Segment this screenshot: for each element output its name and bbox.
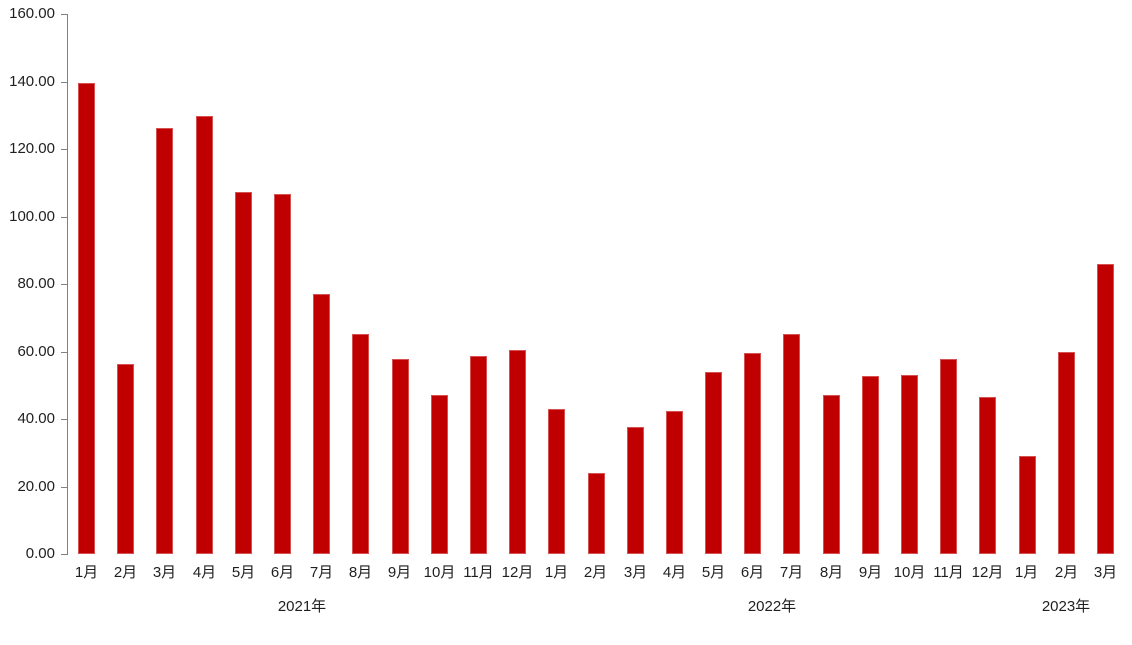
- y-axis-tick: [61, 554, 67, 555]
- bar: [940, 359, 957, 554]
- x-axis-year-label: 2023年: [1041, 598, 1091, 615]
- bar: [313, 294, 330, 554]
- bar: [196, 116, 213, 554]
- x-axis-month-label: 6月: [270, 564, 295, 581]
- y-axis-tick: [61, 419, 67, 420]
- bar: [470, 356, 487, 554]
- bar: [1058, 352, 1075, 554]
- y-axis-tick: [61, 82, 67, 83]
- y-axis-tick: [61, 487, 67, 488]
- y-axis-tick-label: 140.00: [9, 73, 55, 90]
- x-axis-month-label: 11月: [463, 564, 494, 581]
- bar: [627, 427, 644, 554]
- x-axis-month-label: 4月: [192, 564, 217, 581]
- x-axis-month-label: 2月: [1054, 564, 1079, 581]
- x-axis-month-label: 5月: [231, 564, 256, 581]
- bar: [705, 372, 722, 554]
- bar: [509, 350, 526, 554]
- bar: [392, 359, 409, 554]
- x-axis-year-label: 2021年: [277, 598, 327, 615]
- bar: [1097, 264, 1114, 554]
- bar: [588, 473, 605, 554]
- bar: [117, 364, 134, 554]
- x-axis-month-label: 3月: [152, 564, 177, 581]
- y-axis-tick: [61, 14, 67, 15]
- x-axis-month-label: 12月: [501, 564, 534, 581]
- bar: [1019, 456, 1036, 554]
- x-axis-month-label: 2月: [113, 564, 138, 581]
- y-axis-tick: [61, 149, 67, 150]
- x-axis-month-label: 9月: [858, 564, 883, 581]
- x-axis-month-label: 7月: [779, 564, 804, 581]
- bar: [783, 334, 800, 554]
- bar: [352, 334, 369, 554]
- x-axis-month-label: 1月: [1014, 564, 1039, 581]
- x-axis-month-label: 2月: [583, 564, 608, 581]
- bar: [901, 375, 918, 554]
- y-axis-tick-label: 60.00: [17, 343, 55, 360]
- x-axis-month-label: 11月: [933, 564, 964, 581]
- bar: [78, 83, 95, 554]
- x-axis-month-label: 4月: [662, 564, 687, 581]
- y-axis-tick: [61, 284, 67, 285]
- x-axis-month-label: 8月: [819, 564, 844, 581]
- y-axis-tick-label: 20.00: [17, 478, 55, 495]
- x-axis-month-label: 8月: [348, 564, 373, 581]
- x-axis-month-label: 7月: [309, 564, 334, 581]
- bar: [823, 395, 840, 554]
- y-axis-tick-label: 100.00: [9, 208, 55, 225]
- x-axis-month-label: 1月: [544, 564, 569, 581]
- x-axis-month-label: 6月: [740, 564, 765, 581]
- y-axis-tick: [61, 217, 67, 218]
- x-axis-month-label: 3月: [623, 564, 648, 581]
- x-axis-month-label: 1月: [74, 564, 99, 581]
- x-axis-year-label: 2022年: [747, 598, 797, 615]
- y-axis-tick: [61, 352, 67, 353]
- x-axis-month-label: 3月: [1093, 564, 1118, 581]
- bar: [744, 353, 761, 554]
- x-axis-month-label: 9月: [387, 564, 412, 581]
- bar: [548, 409, 565, 554]
- y-axis-tick-label: 160.00: [9, 5, 55, 22]
- y-axis-tick-label: 80.00: [17, 275, 55, 292]
- y-axis-tick-label: 0.00: [25, 545, 55, 562]
- y-axis-line: [67, 14, 68, 555]
- bar: [862, 376, 879, 554]
- bar: [666, 411, 683, 554]
- bar: [156, 128, 173, 554]
- bar: [979, 397, 996, 554]
- bar: [235, 192, 252, 554]
- x-axis-month-label: 5月: [701, 564, 726, 581]
- bar: [431, 395, 448, 554]
- y-axis-tick-label: 120.00: [9, 140, 55, 157]
- bar: [274, 194, 291, 554]
- x-axis-month-label: 10月: [893, 564, 926, 581]
- x-axis-month-label: 10月: [423, 564, 456, 581]
- x-axis-month-label: 12月: [971, 564, 1004, 581]
- y-axis-tick-label: 40.00: [17, 410, 55, 427]
